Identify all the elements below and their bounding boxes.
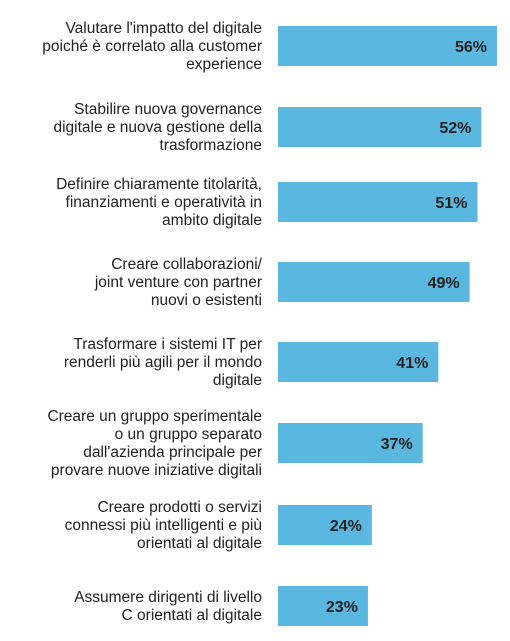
value-label-4: 49%: [428, 275, 460, 292]
category-label-4-line-2: joint venture con partner: [94, 274, 262, 291]
bar-5: [278, 342, 439, 382]
category-label-6-line-1: Creare un gruppo sperimentale: [47, 408, 262, 425]
category-label-7-line-2: connessi più intelligenti e più: [65, 517, 262, 534]
category-label-8-line-2: C orientati al digitale: [122, 607, 262, 624]
category-label-1-line-1: Valutare l'impatto del digitale: [65, 20, 262, 37]
bar-8: [278, 586, 368, 626]
category-label-2-line-2: digitale e nuova gestione della: [53, 119, 262, 136]
category-label-5-line-2: renderli più agili per il mondo: [64, 354, 262, 371]
value-label-8: 23%: [326, 599, 358, 616]
bar-1: [278, 26, 497, 66]
category-label-5-line-1: Trasformare i sistemi IT per: [73, 336, 262, 353]
bar-2: [278, 107, 482, 147]
value-label-5: 41%: [396, 355, 428, 372]
category-label-6-line-3: dall'azienda principale per: [83, 444, 262, 461]
category-label-6-line-2: o un gruppo separato: [115, 426, 262, 443]
bar-4: [278, 262, 470, 302]
category-label-5-line-3: digitale: [213, 372, 262, 389]
value-label-6: 37%: [381, 436, 413, 453]
bar-3: [278, 182, 478, 222]
category-label-1-line-2: poiché è correlato alla customer: [42, 38, 262, 55]
value-label-1: 56%: [455, 39, 487, 56]
value-label-2: 52%: [439, 120, 471, 137]
value-label-3: 51%: [435, 195, 467, 212]
bar-7: [278, 505, 372, 545]
category-label-7-line-1: Creare prodotti o servizi: [97, 499, 262, 516]
bar-6: [278, 423, 423, 463]
category-label-4-line-1: Creare collaborazioni/: [111, 256, 262, 273]
category-label-6-line-4: provare nuove iniziative digitali: [51, 462, 262, 479]
category-label-2-line-1: Stabilire nuova governance: [74, 101, 262, 118]
value-label-7: 24%: [330, 518, 362, 535]
category-label-4-line-3: nuovi o esistenti: [151, 292, 262, 309]
category-label-3-line-3: ambito digitale: [162, 212, 262, 229]
category-label-3-line-1: Definire chiaramente titolarità,: [56, 176, 262, 193]
category-label-1-line-3: experience: [186, 56, 262, 73]
category-label-7-line-3: orientati al digitale: [137, 535, 262, 552]
category-label-3-line-2: finanziamenti e operatività in: [66, 194, 262, 211]
category-label-2-line-3: trasformazione: [159, 137, 262, 154]
category-label-8-line-1: Assumere dirigenti di livello: [74, 589, 262, 606]
